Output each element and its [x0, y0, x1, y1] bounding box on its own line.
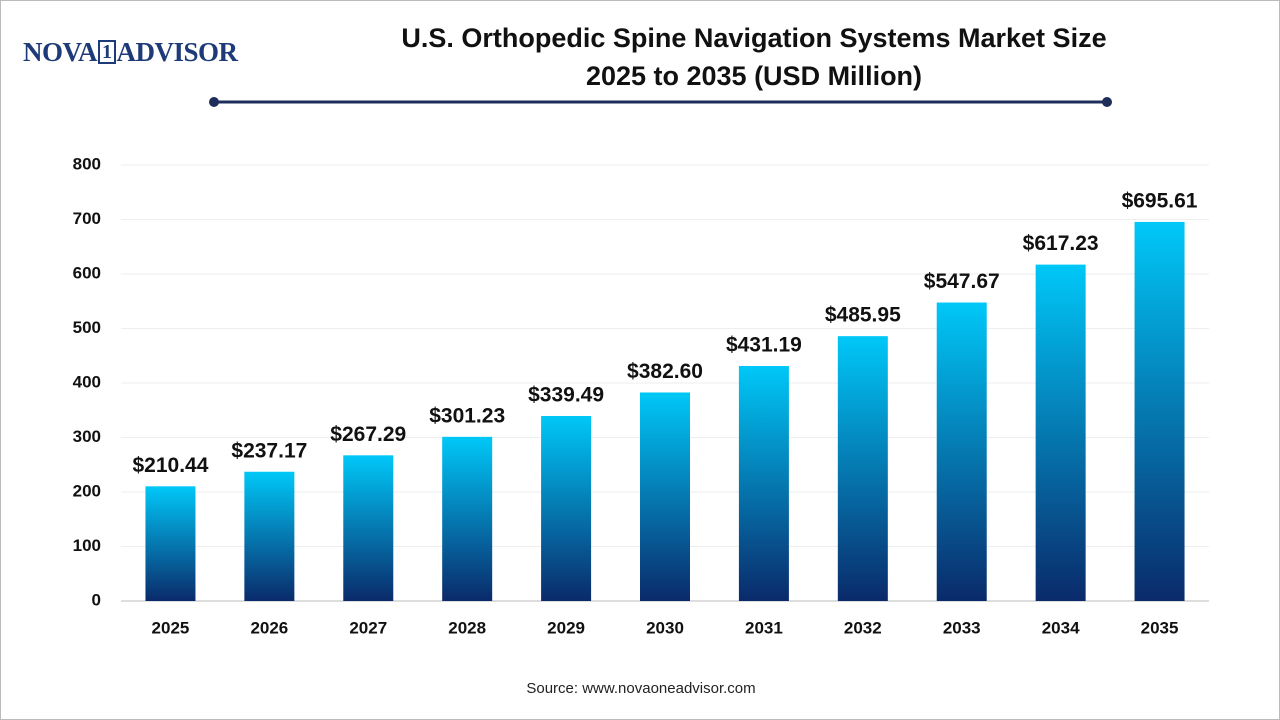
y-tick-label: 200	[73, 481, 101, 500]
x-tick-label: 2032	[844, 618, 882, 637]
source: Source: www.novaoneadvisor.com	[526, 680, 756, 697]
logo-text: ADVISOR	[116, 37, 239, 67]
y-tick-label: 0	[92, 590, 101, 609]
logo: NOVA 1 ADVISOR	[23, 37, 238, 68]
x-tick-label: 2033	[943, 618, 981, 637]
y-tick-label: 500	[73, 318, 101, 337]
y-tick-label: 700	[73, 209, 101, 228]
x-tick-label: 2025	[152, 618, 190, 637]
y-tick-label: 800	[73, 154, 101, 173]
bar	[541, 415, 592, 601]
y-tick-label: 400	[73, 372, 101, 391]
chart-title: U.S. Orthopedic Spine Navigation Systems…	[401, 23, 1107, 91]
bar	[640, 392, 690, 601]
value-label: $267.29	[330, 423, 406, 446]
value-label: $382.60	[627, 360, 703, 383]
bar	[343, 455, 394, 601]
value-label: $301.23	[429, 404, 505, 427]
y-tick-label: 300	[73, 427, 101, 446]
logo-mark: 1	[98, 40, 116, 64]
logo-text: NOVA	[23, 37, 98, 67]
y-tick-label: 600	[73, 263, 101, 282]
x-tick-label: 2030	[646, 618, 684, 637]
divider-dot	[209, 97, 219, 107]
bar	[936, 302, 987, 601]
x-tick-label: 2026	[250, 618, 288, 637]
x-tick-label: 2028	[448, 618, 486, 637]
x-tick-label: 2027	[349, 618, 387, 637]
bar	[738, 366, 789, 601]
bar	[837, 336, 888, 601]
bar	[442, 436, 493, 601]
x-tick-label: 2031	[745, 618, 783, 637]
divider-dot	[1102, 97, 1112, 107]
y-tick-label: 100	[73, 536, 101, 555]
value-label: $237.17	[231, 439, 307, 462]
value-label: $617.23	[1023, 232, 1099, 255]
bar	[244, 471, 295, 601]
value-label: $547.67	[924, 270, 1000, 293]
value-label: $431.19	[726, 334, 802, 357]
value-label: $210.44	[132, 454, 208, 477]
bar	[1035, 264, 1086, 601]
value-label: $485.95	[825, 304, 901, 327]
value-label: $695.61	[1122, 189, 1198, 212]
bar	[145, 486, 196, 601]
x-tick-label: 2029	[547, 618, 585, 637]
value-label: $339.49	[528, 384, 604, 407]
x-tick-label: 2035	[1141, 618, 1179, 637]
bar	[1134, 221, 1185, 601]
x-tick-label: 2034	[1042, 618, 1080, 637]
